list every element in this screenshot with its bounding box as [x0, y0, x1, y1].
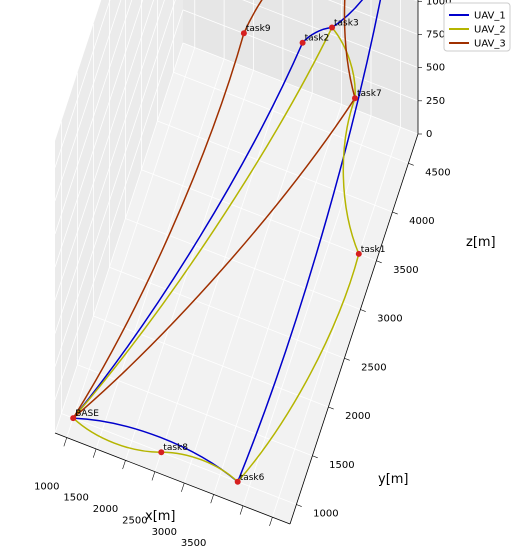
- x-tick-label: 2500: [122, 515, 147, 526]
- task-label: task3: [334, 19, 359, 29]
- floor-pane: [55, 43, 418, 524]
- x-tick-label: 1500: [63, 493, 88, 504]
- task-marker: [234, 478, 241, 485]
- y-tick-label: 2000: [345, 411, 370, 422]
- y-tick-label: 4500: [425, 167, 450, 178]
- task-marker: [352, 95, 358, 102]
- y-tick-mark: [296, 504, 302, 507]
- x-tick-label: 1000: [34, 481, 59, 492]
- z-tick-label: 250: [426, 96, 445, 107]
- y-tick-mark: [360, 309, 366, 312]
- task-label: task9: [246, 24, 271, 34]
- grid-lines: [54, 0, 419, 518]
- x-tick-label: 2000: [93, 504, 118, 515]
- x-tick-mark: [210, 494, 214, 504]
- z-grid-line: [242, 0, 419, 69]
- y-tick-mark: [344, 357, 350, 361]
- z-grid-line: [54, 0, 144, 268]
- y-grid-line: [157, 120, 393, 213]
- y-grid-line: [173, 71, 409, 164]
- y-grid-line: [61, 413, 297, 505]
- z-grid-line: [54, 0, 165, 334]
- task-markers: BASEtask1task2task3task4task5task6task7t…: [70, 19, 386, 485]
- y-tick-label: 3000: [377, 314, 402, 325]
- y-grid-line: [141, 169, 377, 262]
- y-tick-label: 1000: [313, 509, 338, 520]
- z-grid-line: [54, 0, 133, 235]
- y-grid-line: [125, 218, 361, 310]
- z-grid-line: [54, 0, 122, 201]
- x-tick-mark: [181, 482, 185, 492]
- z-axis-label: z[m]: [466, 235, 496, 250]
- legend-label: UAV_1: [474, 11, 506, 22]
- axis-lines: [54, 0, 419, 525]
- z-tick-label: 1000: [426, 0, 451, 7]
- z-grid-line: [327, 0, 419, 35]
- task-marker: [355, 250, 362, 257]
- z-grid-line: [182, 9, 419, 102]
- task-marker: [240, 30, 247, 37]
- x-grid-line: [183, 92, 313, 484]
- x-grid-line: [242, 115, 372, 506]
- y-grid-line: [93, 315, 329, 408]
- x-axis-line: [54, 432, 291, 525]
- z-tick-label: 500: [426, 63, 445, 74]
- x-axis-label: x[m]: [145, 509, 176, 524]
- y-tick-label: 4000: [409, 216, 434, 227]
- y-tick-mark: [408, 162, 414, 166]
- x-tick-mark: [151, 471, 156, 481]
- x-tick-mark: [269, 517, 273, 527]
- x-tick-label: 3000: [152, 527, 177, 538]
- x-grid-line: [66, 47, 196, 438]
- z-tick-label: 750: [426, 30, 445, 41]
- z-grid-line: [54, 0, 154, 301]
- y-tick-label: 3500: [393, 265, 418, 276]
- z-tick-label: 0: [426, 129, 432, 140]
- z-grid-line: [54, 0, 176, 367]
- legend-label: UAV_3: [474, 39, 506, 50]
- task-label: task6: [240, 473, 265, 483]
- z-grid-line: [54, 42, 184, 434]
- x-grid-line: [271, 127, 401, 518]
- z-grid-line: [54, 0, 111, 168]
- y-tick-label: 1500: [329, 460, 354, 471]
- y-axis-line: [289, 133, 419, 525]
- y-tick-mark: [328, 406, 334, 410]
- legend: UAV_1 UAV_2 UAV_3: [443, 2, 511, 52]
- task-label: task8: [163, 443, 188, 453]
- task-label: task2: [305, 34, 330, 44]
- y-tick-label: 2500: [361, 362, 386, 373]
- z-grid-line: [54, 9, 184, 400]
- task-marker: [299, 39, 306, 46]
- x-tick-mark: [122, 460, 126, 470]
- y-axis-label: y[m]: [378, 472, 409, 487]
- task-marker: [70, 415, 77, 422]
- y-tick-mark: [392, 211, 398, 215]
- x-grid-line: [154, 81, 284, 472]
- x-tick-mark: [92, 448, 97, 458]
- x-tick-mark: [239, 505, 244, 515]
- legend-label: UAV_2: [474, 25, 506, 36]
- task-label: task1: [361, 245, 386, 255]
- task-label: BASE: [75, 409, 99, 419]
- task-marker: [329, 24, 335, 31]
- x-tick-label: 3500: [181, 538, 206, 549]
- task-label: task7: [357, 89, 382, 99]
- x-grid-line: [213, 104, 343, 495]
- tick-labels: 1000150020002500300035004000450010001500…: [34, 0, 451, 550]
- x-tick-mark: [63, 437, 68, 447]
- y-tick-mark: [376, 260, 382, 264]
- y-tick-mark: [312, 455, 318, 459]
- y-grid-line: [109, 266, 345, 359]
- route-uav-3: [72, 0, 356, 419]
- task-marker: [158, 449, 165, 456]
- route-uav-2: [72, 26, 360, 483]
